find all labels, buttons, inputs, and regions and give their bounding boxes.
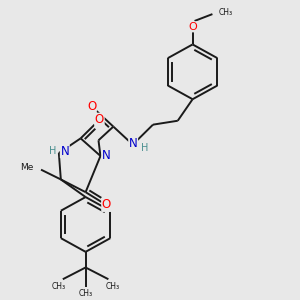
Text: O: O — [102, 198, 111, 212]
Text: Me: Me — [20, 163, 33, 172]
Text: H: H — [50, 146, 57, 156]
Text: H: H — [141, 143, 149, 153]
Text: N: N — [60, 145, 69, 158]
Text: CH₃: CH₃ — [218, 8, 233, 17]
Text: N: N — [129, 137, 137, 150]
Text: O: O — [95, 113, 104, 126]
Text: CH₃: CH₃ — [79, 290, 93, 298]
Text: O: O — [87, 100, 96, 112]
Text: CH₃: CH₃ — [105, 282, 119, 291]
Text: CH₃: CH₃ — [52, 282, 66, 291]
Text: N: N — [102, 149, 111, 163]
Text: O: O — [188, 22, 197, 32]
